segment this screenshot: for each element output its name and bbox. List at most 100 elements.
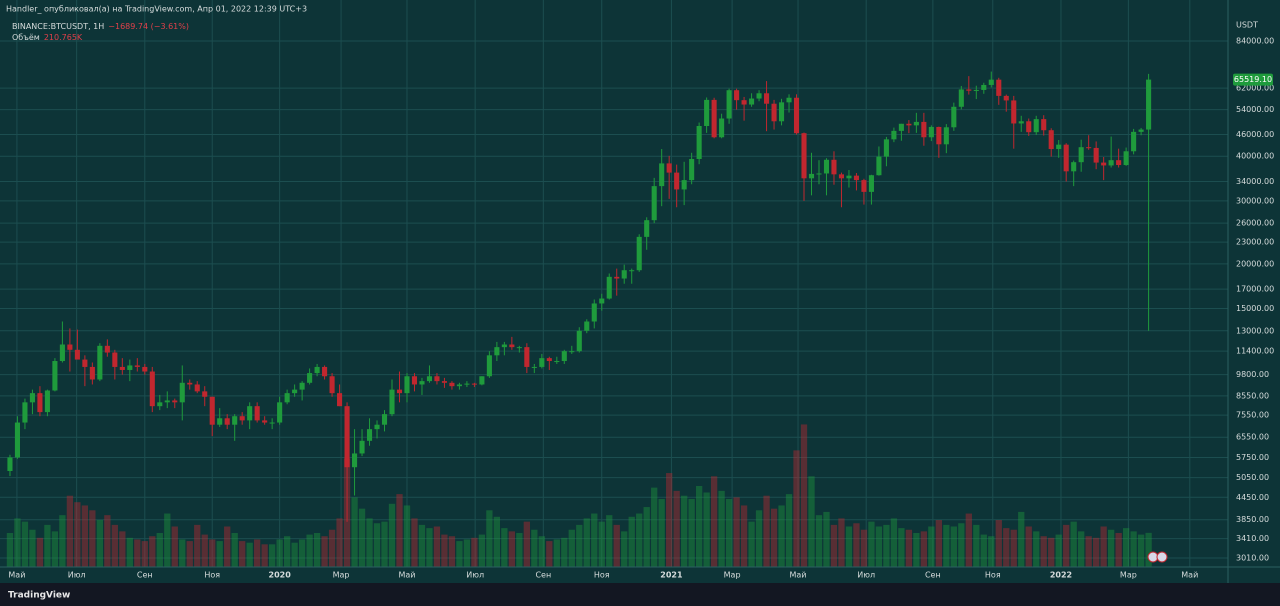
volume-bar <box>516 532 523 567</box>
volume-bar <box>66 495 74 567</box>
candle-body <box>778 102 785 122</box>
volume-bar <box>1115 532 1122 567</box>
candle-body <box>239 416 245 421</box>
volume-bar <box>725 498 733 567</box>
volume-bar <box>800 424 808 567</box>
candle-body <box>569 351 575 353</box>
candle-body <box>988 79 994 85</box>
candle-body <box>434 376 440 382</box>
volume-bar <box>890 518 898 567</box>
candle-body <box>7 457 13 471</box>
candle-body <box>823 159 830 174</box>
candle-body <box>254 406 260 421</box>
candle-body <box>1108 160 1114 166</box>
volume-bar <box>898 528 905 567</box>
candle-body <box>591 303 597 322</box>
candle-body <box>1116 160 1122 166</box>
volume-bar <box>134 539 141 567</box>
volume-bar <box>216 541 223 567</box>
candle-body <box>314 366 320 374</box>
candle-body <box>516 347 522 349</box>
y-tick-label: 20000.00 <box>1236 259 1274 268</box>
candle-body <box>112 352 118 367</box>
candle-body <box>838 174 845 179</box>
candle-body <box>951 106 957 128</box>
volume-bar <box>830 524 838 567</box>
candle-body <box>666 163 672 173</box>
volume-bar <box>995 520 1002 567</box>
volume-bar <box>1018 511 1025 567</box>
candle-body <box>337 393 343 407</box>
candle-body <box>396 389 403 394</box>
volume-bar <box>269 544 276 567</box>
candle-body <box>194 384 200 392</box>
volume-bar <box>276 539 283 567</box>
candle-body <box>1011 100 1017 124</box>
y-tick-label: 34000.00 <box>1236 177 1274 186</box>
volume-bar <box>1063 524 1070 567</box>
volume-bar <box>441 534 448 567</box>
volume-bar <box>688 498 695 567</box>
x-tick-label: Май <box>1181 571 1198 580</box>
y-tick-label: 6550.00 <box>1236 433 1269 442</box>
candle-body <box>1086 147 1092 149</box>
x-tick-label: Июл <box>857 571 875 580</box>
volume-bar <box>538 536 545 567</box>
volume-bar <box>471 537 478 567</box>
y-tick-label: 8550.00 <box>1236 391 1269 400</box>
candle-body <box>689 158 695 181</box>
candle-body <box>966 89 972 91</box>
volume-bar <box>651 487 658 567</box>
x-tick-label: Мар <box>724 571 741 580</box>
candle-body <box>247 406 253 421</box>
volume-name: Объём <box>12 33 40 42</box>
volume-bar <box>845 526 853 567</box>
volume-bar <box>591 513 598 567</box>
volume-bar <box>808 476 815 567</box>
volume-bar <box>126 537 133 567</box>
candle-body <box>157 402 163 407</box>
volume-bar <box>785 494 793 567</box>
header: Handler_ опубликовал(а) на TradingView.c… <box>6 5 307 14</box>
candle-body <box>711 99 717 138</box>
y-tick-label: 40000.00 <box>1236 152 1274 161</box>
candle-body <box>419 381 425 385</box>
volume-bar <box>1100 526 1107 567</box>
y-tick-label: 9800.00 <box>1236 370 1269 379</box>
volume-bar <box>388 503 396 567</box>
volume-bar <box>254 539 261 567</box>
footer <box>0 583 1280 606</box>
candle-body <box>187 382 193 385</box>
candle-body <box>307 373 313 383</box>
candle-body <box>1018 121 1024 124</box>
candle-body <box>471 383 477 385</box>
volume-bar <box>336 518 343 567</box>
volume-bar <box>860 529 868 567</box>
volume-bar <box>695 486 703 567</box>
volume-bar <box>239 541 246 567</box>
volume-bar <box>673 490 680 567</box>
candle-body <box>22 402 28 423</box>
candle-body <box>898 123 904 131</box>
event-icon[interactable] <box>1156 551 1168 563</box>
volume-bar <box>486 510 493 567</box>
volume-bar <box>823 511 830 567</box>
volume-bar <box>1048 537 1055 567</box>
volume-bar <box>1122 528 1130 567</box>
candle-body <box>104 345 110 353</box>
x-tick-label: Сен <box>535 571 551 580</box>
candle-body <box>943 127 949 145</box>
volume-bar <box>1033 531 1040 567</box>
candle-body <box>1063 144 1069 172</box>
grid <box>0 0 1228 567</box>
candle-body <box>921 121 927 138</box>
volume-bar <box>561 537 568 567</box>
x-tick-label: 2021 <box>660 571 683 580</box>
candle-body <box>224 418 230 425</box>
candle-body <box>389 389 395 415</box>
volume-bar <box>328 529 336 567</box>
volume-bar <box>201 534 208 567</box>
candle-body <box>179 382 185 403</box>
candle-body <box>494 347 500 356</box>
volume-bar <box>508 531 516 567</box>
